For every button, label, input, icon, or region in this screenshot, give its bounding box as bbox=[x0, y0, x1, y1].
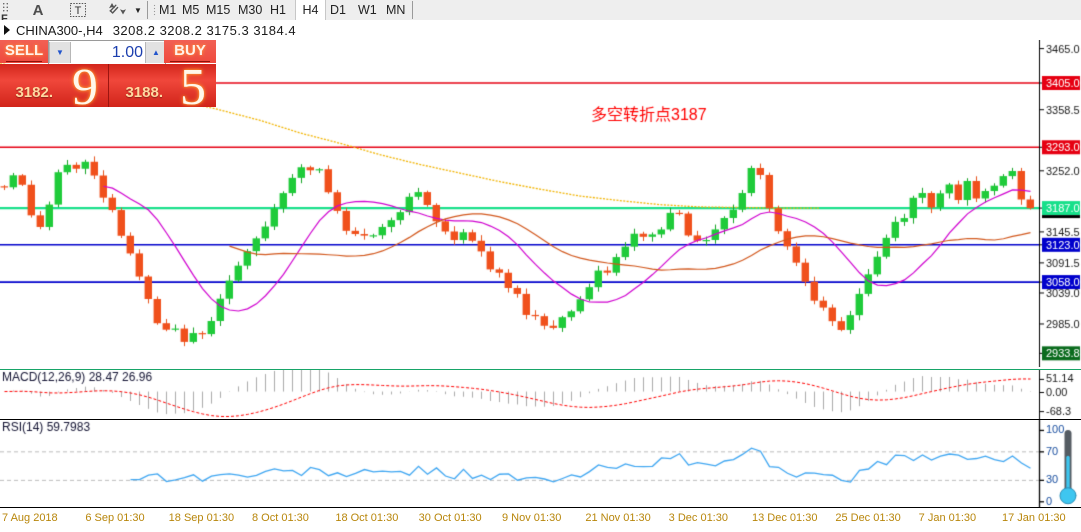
svg-text:T: T bbox=[75, 5, 82, 17]
